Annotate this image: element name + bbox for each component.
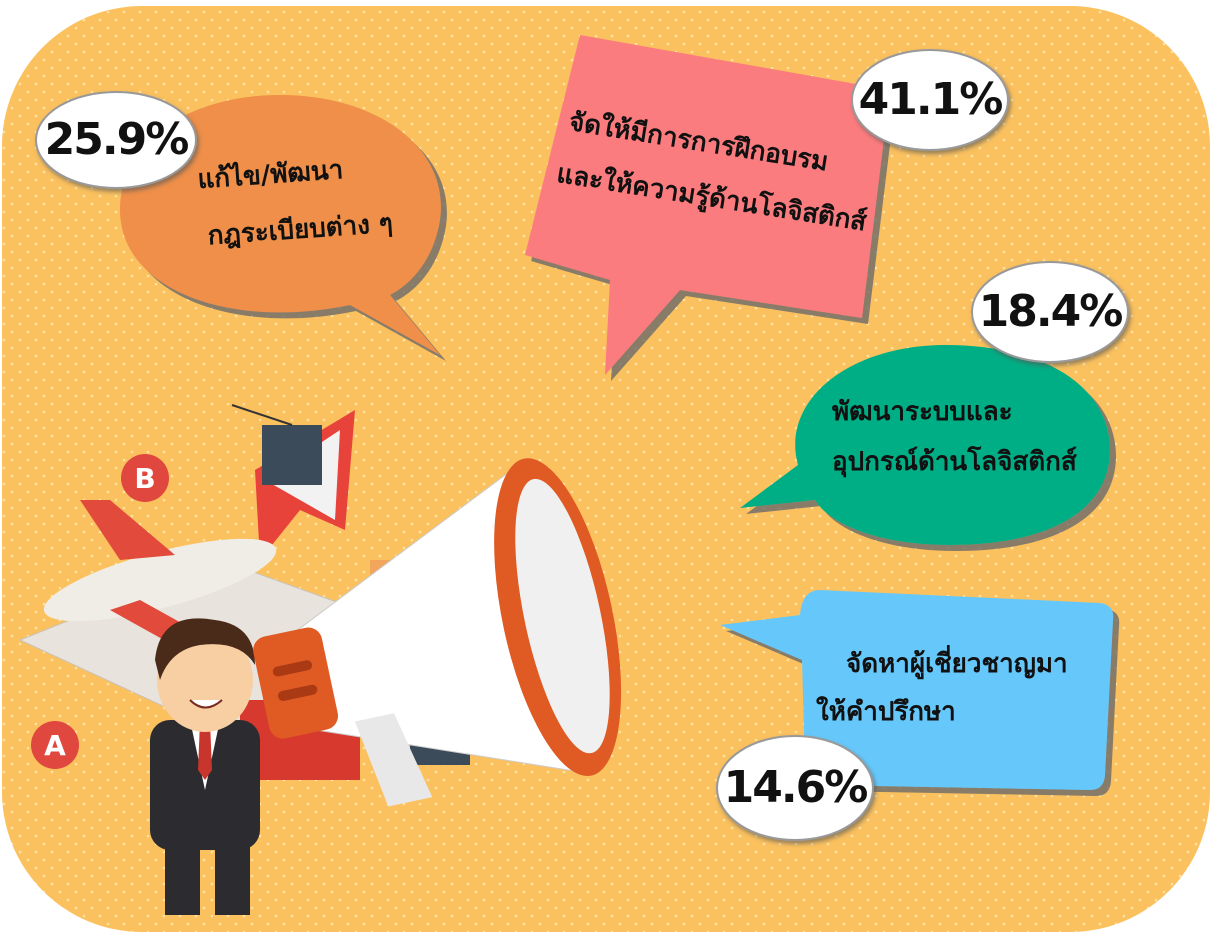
megaphone: [253, 458, 622, 807]
callout-line: จัดหาผู้เชี่ยวชาญมา: [846, 644, 1068, 680]
callout: แก้ไข/พัฒนา กฎระเบียบต่าง ๆ 25.9%: [35, 91, 441, 355]
bubble: [525, 35, 890, 375]
percent: 14.6%: [724, 762, 868, 813]
callout-line: ให้คำปรึกษา: [816, 696, 956, 727]
svg-text:B: B: [134, 462, 155, 495]
callout: จัดหาผู้เชี่ยวชาญมา ให้คำปรึกษา 14.6%: [716, 590, 1114, 841]
bubble: [740, 345, 1110, 545]
callout: พัฒนาระบบและ อุปกรณ์ด้านโลจิสติกส์ 18.4%: [740, 261, 1129, 545]
percent: 25.9%: [45, 114, 189, 165]
percent-badge: [716, 735, 874, 841]
illustration: B A: [18, 404, 622, 915]
percent: 41.1%: [859, 74, 1003, 125]
percent-badge: [971, 261, 1129, 363]
chart-box: [262, 425, 322, 485]
percent-badge: [35, 91, 197, 189]
callout-line: พัฒนาระบบและ: [832, 397, 1013, 427]
callout-line: อุปกรณ์ด้านโลจิสติกส์: [832, 445, 1077, 478]
bubble: [120, 95, 441, 355]
percent-badge: [851, 49, 1009, 151]
svg-text:A: A: [44, 729, 66, 762]
callout: จัดให้มีการการฝึกอบรม และให้ความรู้ด้านโ…: [525, 35, 1009, 375]
percent: 18.4%: [979, 286, 1123, 337]
